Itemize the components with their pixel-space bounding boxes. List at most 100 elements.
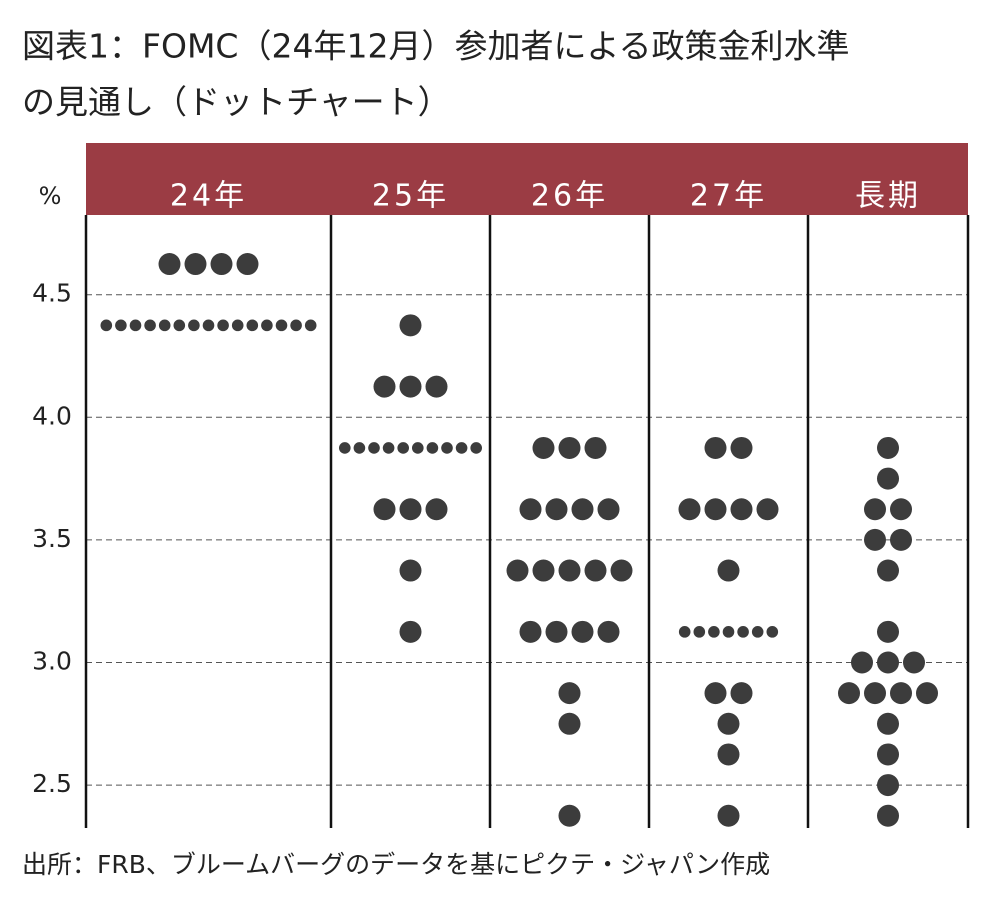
column-header: 27年 (690, 179, 767, 214)
dot (210, 253, 233, 276)
dot (890, 498, 912, 521)
dot (558, 436, 581, 459)
dot (851, 651, 873, 674)
dot (188, 319, 200, 332)
dot (916, 682, 938, 705)
dot (678, 498, 701, 521)
dot (100, 319, 113, 332)
dot (730, 498, 753, 521)
dot (597, 620, 620, 643)
dot (704, 498, 727, 521)
dot (261, 319, 273, 332)
dot (877, 467, 899, 490)
dot (425, 375, 448, 398)
dot (519, 498, 542, 521)
dot (506, 559, 529, 582)
dot (717, 804, 740, 827)
dot (584, 436, 607, 459)
y-tick-label: 2.5 (32, 769, 72, 798)
dot (545, 498, 568, 521)
dot (129, 319, 142, 332)
dot (678, 626, 691, 638)
dot (532, 436, 555, 459)
dot (571, 498, 594, 521)
dot (115, 319, 127, 332)
dot (704, 682, 727, 705)
dot (353, 442, 366, 454)
dot (864, 528, 886, 551)
dot (236, 253, 259, 276)
dot (877, 651, 899, 674)
dot (425, 498, 448, 521)
dot (339, 442, 351, 454)
chart-title: の見通し（ドットチャート） (22, 83, 451, 122)
dot (158, 253, 181, 276)
dot (877, 620, 899, 643)
dot (558, 559, 581, 582)
column-header: 26年 (531, 179, 608, 214)
dot (368, 442, 380, 454)
column-header: 25年 (372, 179, 449, 214)
source: 出所：FRB、ブルームバーグのデータを基にピクテ・ジャパン作成 (22, 850, 770, 879)
dot (217, 319, 229, 332)
dot (399, 559, 422, 582)
dot (717, 559, 740, 582)
y-tick-label: 3.0 (32, 646, 72, 675)
dot (399, 498, 422, 521)
dot (382, 442, 395, 454)
dot (412, 442, 424, 454)
dot (441, 442, 453, 454)
dot (184, 253, 207, 276)
dot (597, 498, 620, 521)
dot (519, 620, 542, 643)
dot (558, 712, 581, 735)
dot (693, 626, 706, 638)
dot (545, 620, 568, 643)
dot (751, 626, 764, 638)
dot (290, 319, 302, 332)
dot (397, 442, 410, 454)
dot (864, 682, 886, 705)
chart-title: 図表1：FOMC（24年12月）参加者による政策金利水準 (22, 27, 849, 66)
dot (864, 498, 886, 521)
y-unit: % (39, 182, 62, 210)
dot (399, 620, 422, 643)
dot (877, 743, 899, 766)
dot (890, 682, 912, 705)
dot (877, 774, 899, 797)
y-tick-label: 4.0 (32, 401, 72, 430)
dot (877, 559, 899, 582)
dot (144, 319, 156, 332)
y-tick-label: 3.5 (32, 524, 72, 553)
column-header: 長期 (855, 179, 921, 214)
dot (877, 712, 899, 735)
dot (766, 626, 779, 638)
dot (708, 626, 720, 638)
dot (722, 626, 735, 638)
dot (373, 375, 396, 398)
dot (470, 442, 483, 454)
dot (838, 682, 860, 705)
dot (756, 498, 779, 521)
dot (903, 651, 925, 674)
dot (737, 626, 749, 638)
dot (558, 682, 581, 705)
dot (158, 319, 171, 332)
dot (610, 559, 633, 582)
dot (455, 442, 468, 454)
header-band (86, 143, 968, 215)
dot (231, 319, 244, 332)
column-header: 24年 (170, 179, 247, 214)
dot (704, 436, 727, 459)
dot (717, 743, 740, 766)
dot (173, 319, 186, 332)
dot (717, 712, 740, 735)
dot (730, 436, 753, 459)
dot (399, 375, 422, 398)
dot (890, 528, 912, 551)
dot (730, 682, 753, 705)
dot (373, 498, 396, 521)
dot (558, 804, 581, 827)
